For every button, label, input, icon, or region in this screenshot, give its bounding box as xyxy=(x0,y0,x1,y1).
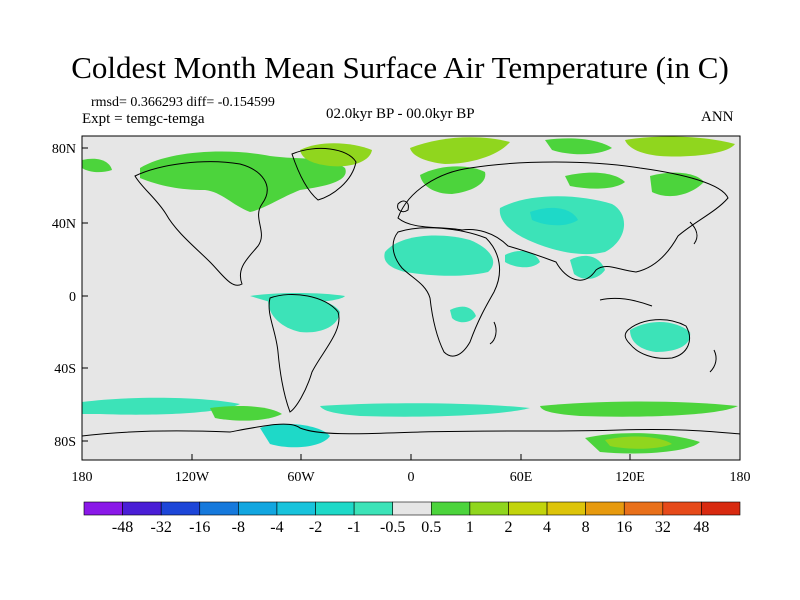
colorbar-label: 4 xyxy=(543,519,551,536)
anomaly-patch-east-asia xyxy=(650,172,704,197)
anomaly-patch-southern-ocean-far xyxy=(540,401,738,417)
lon-label-60e: 60E xyxy=(510,470,533,485)
anomaly-patch-canada xyxy=(140,151,346,212)
colorbar-swatch xyxy=(122,501,162,516)
colorbar-swatch xyxy=(701,501,741,516)
anomaly-patch-greenland xyxy=(300,143,372,167)
lat-label-40s: 40S xyxy=(54,362,76,377)
anomaly-patch-sahara xyxy=(384,235,494,276)
anomaly-patch-australia xyxy=(630,321,691,352)
lat-label-0: 0 xyxy=(69,290,76,305)
anomaly-patch-siberia xyxy=(565,172,625,189)
colorbar-label: 1 xyxy=(466,519,474,536)
colorbar-label: -32 xyxy=(151,519,172,536)
colorbar-swatch xyxy=(276,501,316,516)
lon-label-120w: 120W xyxy=(175,470,210,485)
anomaly-patch-antarctic-peninsula xyxy=(260,423,330,448)
colorbar-label: -0.5 xyxy=(380,519,405,536)
colorbar-label: 48 xyxy=(693,519,709,536)
season-label: ANN xyxy=(701,109,734,125)
lon-label-120e: 120E xyxy=(615,470,645,485)
coastline-eurasia xyxy=(397,161,729,281)
colorbar-swatch xyxy=(315,501,355,516)
lat-label-80n: 80N xyxy=(52,142,76,157)
colorbar-swatch xyxy=(623,501,664,516)
coastlines xyxy=(81,148,741,437)
coastline-australia xyxy=(624,319,690,359)
latitude-labels: 80N 40N 0 40S 80S xyxy=(52,142,76,450)
lon-label-0: 0 xyxy=(408,470,415,485)
anomaly-patch-southern-ocean-green xyxy=(210,406,282,421)
coastline-antarctica xyxy=(81,423,741,437)
coastline-madagascar xyxy=(489,321,497,345)
coastline-africa xyxy=(392,227,501,357)
map-title: Coldest Month Mean Surface Air Temperatu… xyxy=(71,50,729,85)
anomaly-patch-india xyxy=(570,255,605,279)
colorbar xyxy=(83,501,741,516)
anomaly-patch-tibet-core xyxy=(530,207,578,226)
anomaly-patch-southern-ocean-west xyxy=(82,397,240,415)
lon-label-180-west: 180 xyxy=(72,470,93,485)
anomaly-patch-arctic-east xyxy=(545,138,612,155)
colorbar-label: 32 xyxy=(655,519,671,536)
colorbar-label: -2 xyxy=(309,519,322,536)
period-label: 02.0kyr BP - 00.0kyr BP xyxy=(326,106,475,122)
anomaly-patch-arabia xyxy=(505,250,540,268)
lon-label-180-east: 180 xyxy=(730,470,751,485)
colorbar-swatch xyxy=(546,501,586,516)
anomaly-patches xyxy=(82,136,738,454)
coastline-new-zealand xyxy=(709,349,717,373)
lat-label-80s: 80S xyxy=(54,435,76,450)
colorbar-label: -8 xyxy=(232,519,245,536)
axis-ticks xyxy=(82,147,631,460)
anomaly-patch-central-asia xyxy=(499,196,625,255)
colorbar-swatch xyxy=(199,501,239,516)
anomaly-patch-central-africa xyxy=(450,306,476,323)
experiment-label: Expt = temgc-temga xyxy=(82,111,205,127)
longitude-labels: 180 120W 60W 0 60E 120E 180 xyxy=(72,470,751,485)
rmsd-diff-stats: rmsd= 0.366293 diff= -0.154599 xyxy=(91,95,275,110)
coastline-indonesia xyxy=(599,297,653,307)
lat-label-40n: 40N xyxy=(52,217,76,232)
colorbar-label: -4 xyxy=(270,519,283,536)
anomaly-patch-scandinavia xyxy=(420,166,486,194)
colorbar-label: 16 xyxy=(616,519,632,536)
colorbar-label: 8 xyxy=(582,519,590,536)
map-panel xyxy=(81,135,741,461)
colorbar-swatch xyxy=(469,501,509,516)
colorbar-labels: -48 -32 -16 -8 -4 -2 -1 -0.5 0.5 1 2 4 8 16 32 48 xyxy=(112,519,709,536)
colorbar-label: -16 xyxy=(189,519,210,536)
anomaly-patch-arctic-north xyxy=(410,137,510,164)
anomaly-patch-far-east-arctic xyxy=(625,136,735,157)
coastline-greenland xyxy=(291,148,357,201)
colorbar-swatch xyxy=(160,501,201,516)
colorbar-swatch xyxy=(430,501,471,516)
colorbar-swatch xyxy=(238,501,278,516)
coastline-south-america xyxy=(268,294,340,413)
colorbar-label: 2 xyxy=(504,519,512,536)
colorbar-swatch xyxy=(508,501,548,516)
colorbar-swatch xyxy=(392,501,432,516)
anomaly-patch-antarctica-warm xyxy=(605,436,672,449)
colorbar-swatch xyxy=(585,501,625,516)
anomaly-patch-south-america xyxy=(268,296,340,333)
coastline-north-america xyxy=(134,161,268,286)
colorbar-swatch xyxy=(662,501,702,516)
colorbar-label: 0.5 xyxy=(421,519,441,536)
colorbar-label: -1 xyxy=(347,519,360,536)
coastline-british-isles xyxy=(397,200,409,213)
colorbar-label: -48 xyxy=(112,519,133,536)
anomaly-patch-north-pacific xyxy=(82,158,112,173)
colorbar-swatch xyxy=(83,501,123,516)
colorbar-swatch xyxy=(353,501,394,516)
lon-label-60w: 60W xyxy=(287,470,315,485)
coastline-japan xyxy=(689,221,698,245)
anomaly-patch-southern-ocean-east xyxy=(320,403,530,417)
